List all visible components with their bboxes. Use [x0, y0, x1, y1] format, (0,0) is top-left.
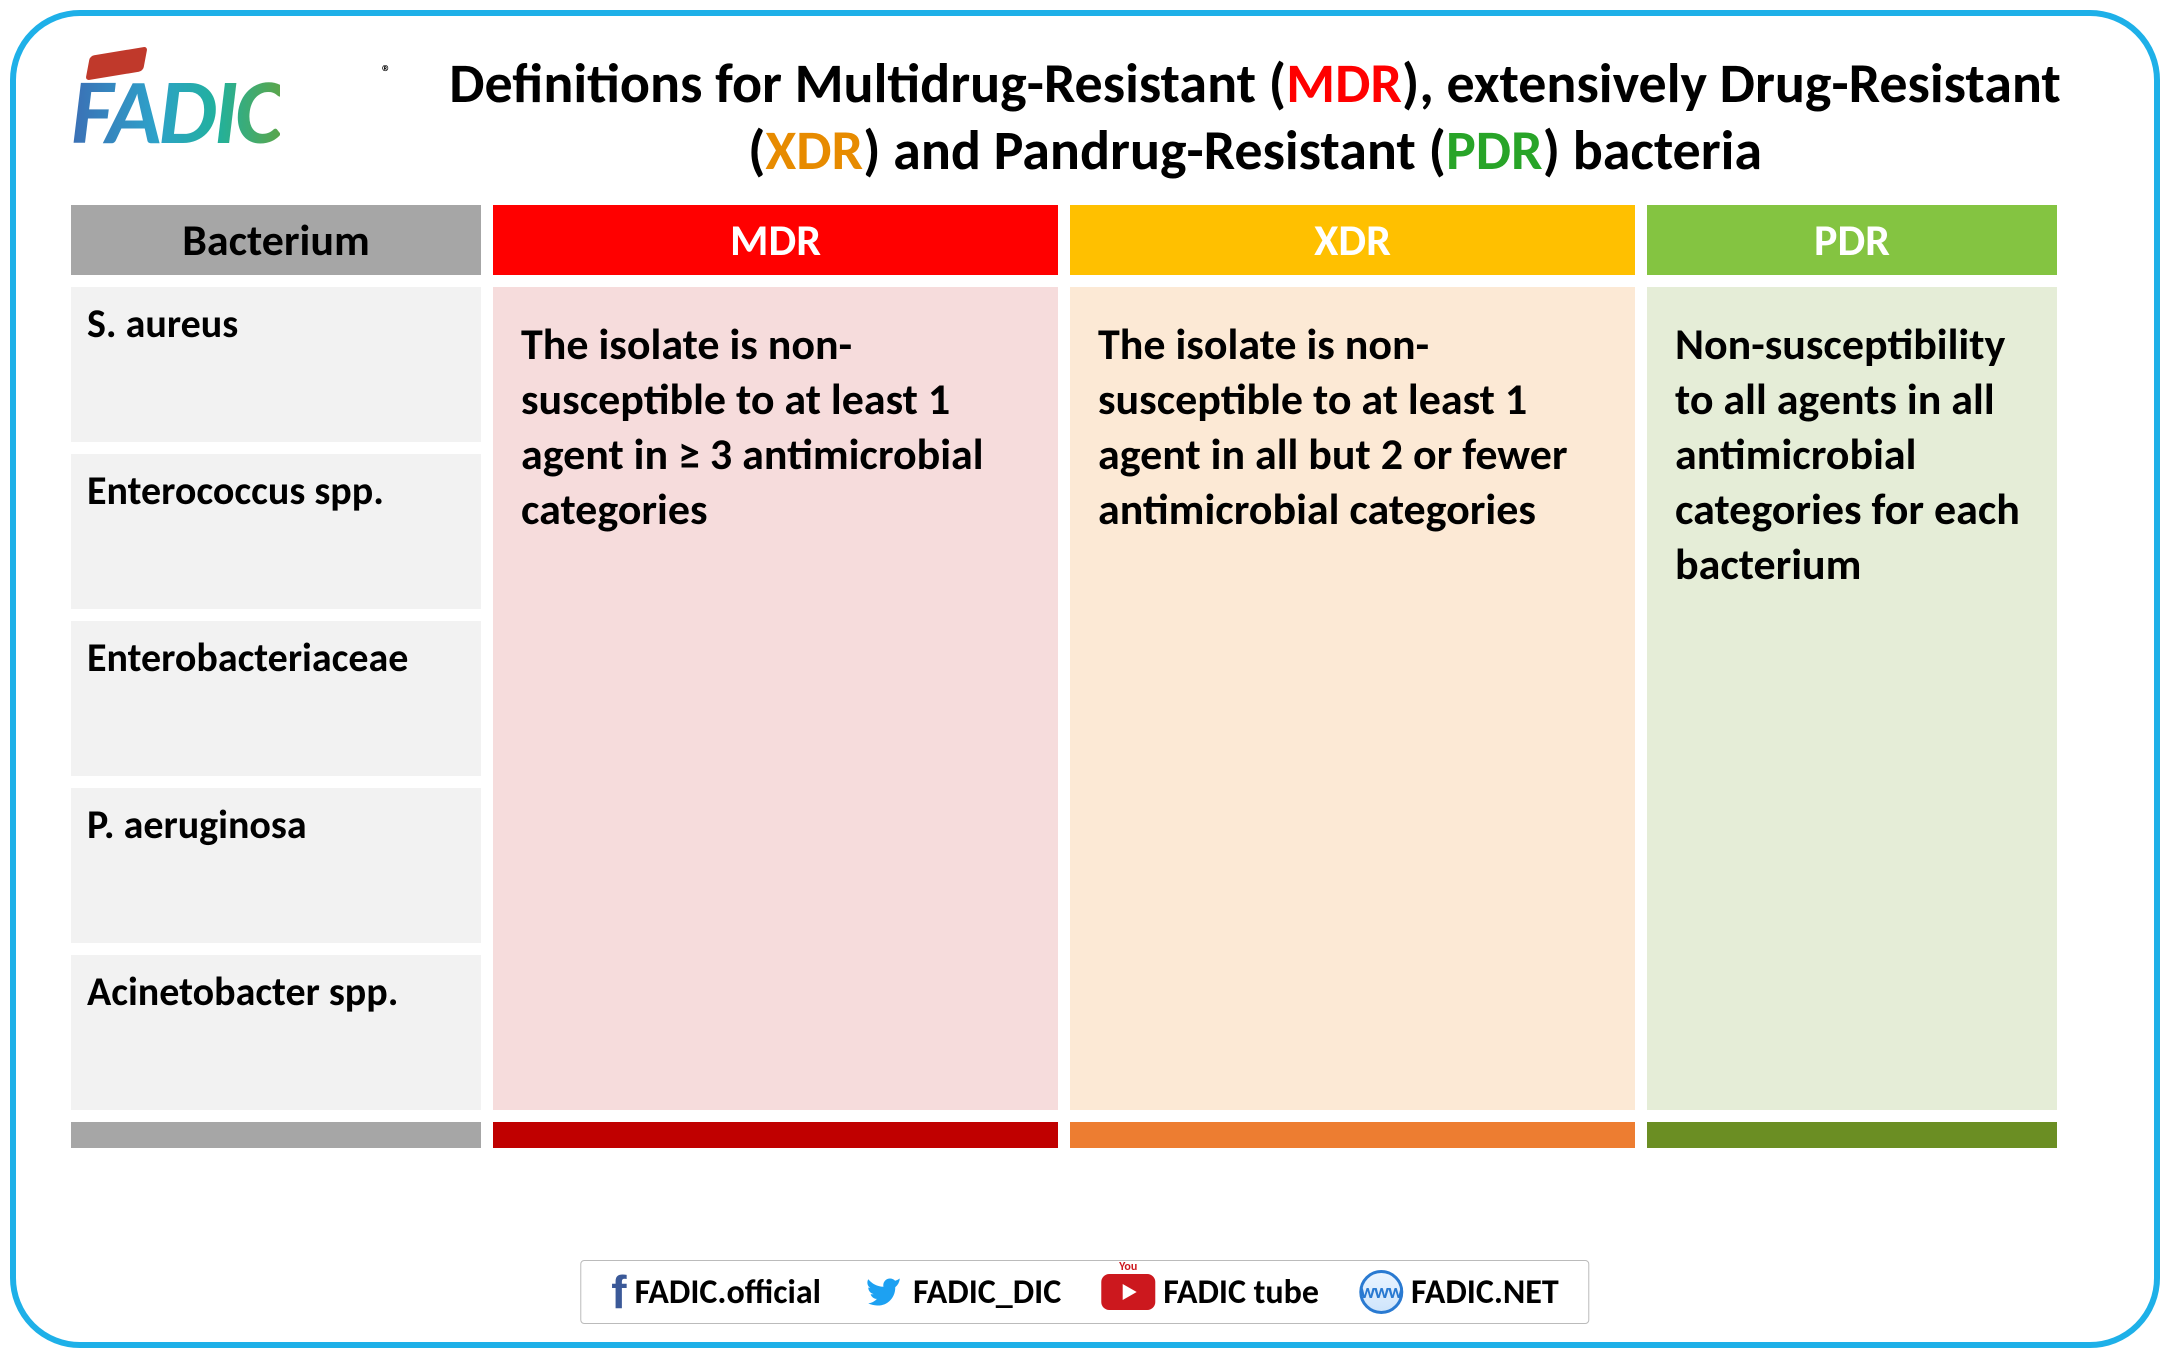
bacterium-cell: P. aeruginosa: [71, 788, 481, 943]
col-header-mdr: MDR: [493, 205, 1058, 275]
youtube-icon: You: [1101, 1274, 1155, 1310]
title-pdr: PDR: [1446, 117, 1543, 185]
bacterium-cell: S. aureus: [71, 287, 481, 442]
social-facebook-label: FADIC.official: [635, 1272, 821, 1313]
title-xdr: XDR: [765, 117, 863, 185]
header-row: FADIC ® Definitions for Multidrug-Resist…: [71, 51, 2099, 185]
definition-mdr: The isolate is non-susceptible to at lea…: [493, 287, 1058, 1110]
footer-bar-bacterium: [71, 1122, 481, 1148]
title-segment: Definitions for Multidrug-Resistant (: [449, 50, 1286, 118]
title-segment: ) and Pandrug-Resistant (: [863, 117, 1446, 185]
footer-bar-pdr: [1647, 1122, 2057, 1148]
bacteria-column: S. aureus Enterococcus spp. Enterobacter…: [71, 287, 481, 1110]
social-youtube-label: FADIC tube: [1163, 1272, 1319, 1313]
social-twitter[interactable]: FADIC_DIC: [861, 1272, 1061, 1313]
twitter-icon: [861, 1274, 905, 1310]
content-area: FADIC ® Definitions for Multidrug-Resist…: [16, 16, 2154, 1168]
bacterium-cell: Acinetobacter spp.: [71, 955, 481, 1110]
social-website-label: FADIC.NET: [1411, 1272, 1559, 1313]
bacterium-cell: Enterococcus spp.: [71, 454, 481, 609]
brand-logo: FADIC ®: [71, 51, 391, 154]
social-website[interactable]: www FADIC.NET: [1359, 1270, 1559, 1314]
definition-pdr-text: Non-susceptibility to all agents in all …: [1675, 317, 2029, 592]
brand-name: FADIC: [71, 71, 280, 154]
definition-pdr: Non-susceptibility to all agents in all …: [1647, 287, 2057, 1110]
card-frame: FADIC ® Definitions for Multidrug-Resist…: [10, 10, 2160, 1348]
footer-bar-xdr: [1070, 1122, 1635, 1148]
footer-bar-mdr: [493, 1122, 1058, 1148]
registered-mark: ®: [382, 61, 391, 83]
col-header-xdr: XDR: [1070, 205, 1635, 275]
definition-xdr-text: The isolate is non-susceptible to at lea…: [1098, 317, 1607, 537]
globe-icon: www: [1359, 1270, 1403, 1314]
page-title: Definitions for Multidrug-Resistant (MDR…: [411, 51, 2099, 185]
social-links-bar: f FADIC.official FADIC_DIC You FADIC tub…: [580, 1260, 1589, 1324]
footer-color-bars: [71, 1122, 2099, 1148]
col-header-bacterium: Bacterium: [71, 205, 481, 275]
title-segment: ) bacteria: [1543, 117, 1762, 185]
social-youtube[interactable]: You FADIC tube: [1101, 1272, 1319, 1313]
social-twitter-label: FADIC_DIC: [913, 1272, 1061, 1313]
facebook-icon: f: [611, 1265, 626, 1319]
definitions-table: Bacterium MDR XDR PDR S. aureus Enteroco…: [71, 205, 2099, 1110]
social-facebook[interactable]: f FADIC.official: [611, 1265, 821, 1319]
title-mdr: MDR: [1286, 50, 1402, 118]
definition-xdr: The isolate is non-susceptible to at lea…: [1070, 287, 1635, 1110]
bacterium-cell: Enterobacteriaceae: [71, 621, 481, 776]
col-header-pdr: PDR: [1647, 205, 2057, 275]
definition-mdr-text: The isolate is non-susceptible to at lea…: [521, 317, 1030, 537]
